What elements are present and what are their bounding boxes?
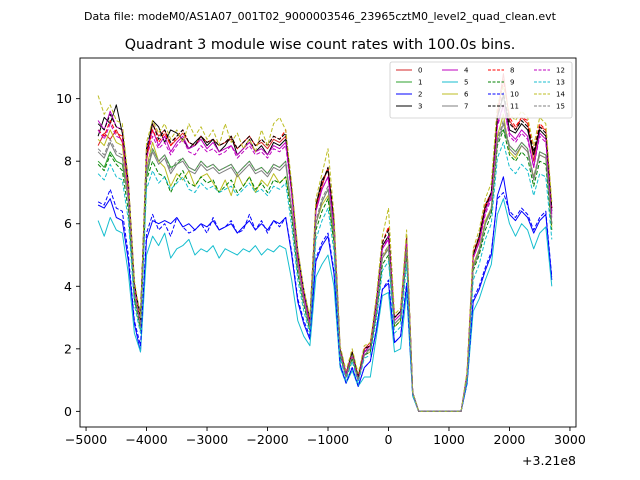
data-file-header: Data file: modeM0/AS1A07_001T02_90000035…: [84, 10, 557, 23]
legend-label-14: 14: [556, 91, 565, 99]
legend-label-15: 15: [556, 103, 565, 111]
x-tick-label: 1000: [433, 432, 465, 447]
series-line-11: [97, 91, 553, 412]
series-line-13: [97, 141, 553, 412]
x-tick-label: −2000: [246, 432, 288, 447]
legend-label-5: 5: [464, 79, 468, 87]
legend-label-10: 10: [510, 91, 519, 99]
legend-label-7: 7: [464, 103, 468, 111]
series-line-5: [97, 198, 553, 412]
legend-label-3: 3: [418, 103, 422, 111]
chart-title: Quadrant 3 module wise count rates with …: [125, 37, 516, 53]
legend-label-9: 9: [510, 79, 514, 87]
x-tick-label: 2000: [494, 432, 526, 447]
legend-label-11: 11: [510, 103, 519, 111]
legend-label-12: 12: [556, 67, 565, 75]
y-tick-label: 2: [64, 341, 72, 356]
axes-layer: −5000 −4000 −3000 −2000 −1000 0 1000 2000 3000 0 2…: [56, 57, 586, 447]
y-tick-label: 4: [64, 279, 72, 294]
series-line-10: [97, 188, 553, 412]
x-offset-label: +3.21e8: [522, 453, 576, 468]
series-layer: [97, 73, 553, 412]
legend-label-0: 0: [418, 67, 422, 75]
x-tick-label: −5000: [65, 432, 107, 447]
x-tick-label: −4000: [125, 432, 167, 447]
y-tick-label: 8: [64, 154, 72, 169]
series-line-2: [97, 176, 553, 412]
series-line-12: [97, 104, 553, 412]
legend-label-13: 13: [556, 79, 565, 87]
legend-label-4: 4: [464, 67, 469, 75]
x-tick-label: −3000: [186, 432, 228, 447]
legend-label-6: 6: [464, 91, 469, 99]
x-tick-label: 0: [385, 432, 393, 447]
y-tick-label: 10: [56, 91, 72, 106]
y-tick-label: 0: [64, 404, 72, 419]
series-line-7: [97, 123, 553, 412]
legend-label-8: 8: [510, 67, 514, 75]
series-line-8: [97, 79, 553, 412]
series-line-14: [97, 85, 553, 412]
x-tick-label: 3000: [554, 432, 586, 447]
series-line-15: [97, 120, 553, 412]
legend-box: [389, 61, 573, 119]
y-tick-label: 6: [64, 216, 72, 231]
x-tick-label: −1000: [307, 432, 349, 447]
legend-label-2: 2: [418, 91, 422, 99]
legend-label-1: 1: [418, 79, 422, 87]
